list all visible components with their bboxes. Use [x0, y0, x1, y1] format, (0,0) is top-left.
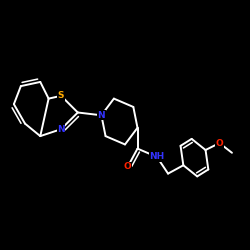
Text: N: N	[57, 125, 65, 134]
Text: S: S	[58, 91, 64, 100]
Text: NH: NH	[149, 152, 164, 162]
Text: O: O	[124, 162, 132, 171]
Text: O: O	[216, 138, 223, 147]
Text: N: N	[98, 111, 105, 120]
